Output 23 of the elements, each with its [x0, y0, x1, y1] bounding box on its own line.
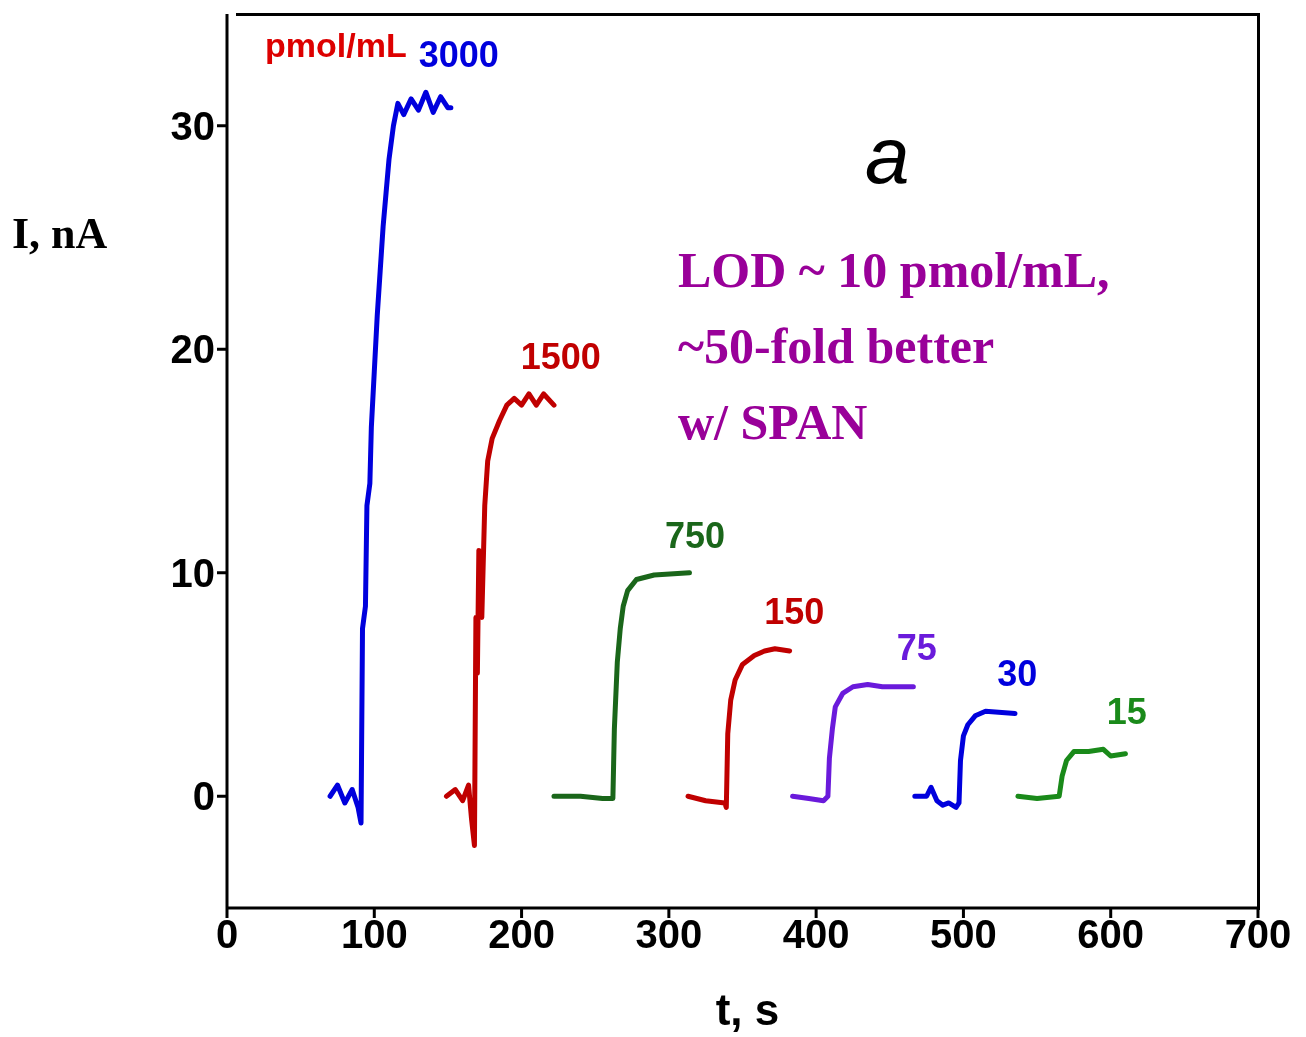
series-label: 750 — [663, 514, 726, 557]
annotation: LOD ~ 10 pmol/mL, ~50-fold better w/ SPAN — [678, 241, 1110, 452]
y-tick-label: 0 — [192, 774, 215, 819]
series-label: 1500 — [519, 335, 602, 378]
y-tick-label: 20 — [170, 327, 215, 372]
x-tick-label: 200 — [488, 912, 555, 957]
series-label: 30 — [996, 653, 1039, 696]
x-tick-label: 700 — [1224, 912, 1292, 957]
x-tick-label: 500 — [930, 912, 997, 957]
x-axis-title: t, s — [714, 985, 781, 1035]
series-label: 3000 — [418, 34, 499, 76]
x-tick-label: 600 — [1077, 912, 1145, 957]
y-tick-label: 10 — [170, 550, 215, 595]
x-tick-label: 400 — [782, 912, 850, 957]
series-label: 15 — [1105, 691, 1148, 734]
series-label: 75 — [895, 626, 938, 669]
x-tick-label: 300 — [635, 912, 703, 957]
x-tick-label: 100 — [340, 912, 408, 957]
annotation: a — [865, 110, 910, 202]
y-tick-label: 30 — [170, 103, 215, 148]
series-label: 150 — [763, 590, 826, 633]
annotation: pmol/mL — [265, 26, 407, 65]
y-axis-title: I, nA — [12, 208, 108, 259]
